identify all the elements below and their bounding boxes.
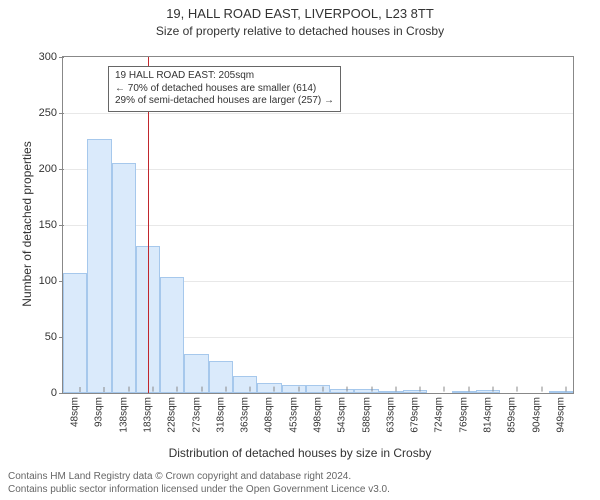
y-tick-label: 300 (39, 51, 63, 63)
histogram-bar (160, 277, 184, 393)
x-tick-label: 859sqm (507, 393, 518, 433)
y-tick-label: 50 (45, 331, 63, 343)
callout-line-2: ← 70% of detached houses are smaller (61… (115, 83, 334, 96)
page-subtitle: Size of property relative to detached ho… (0, 24, 600, 38)
x-tick-label: 543sqm (337, 393, 348, 433)
y-tick-label: 0 (51, 387, 63, 399)
x-tick-label: 724sqm (434, 393, 445, 433)
page-title: 19, HALL ROAD EAST, LIVERPOOL, L23 8TT (0, 6, 600, 21)
histogram-bar (87, 139, 111, 393)
x-tick-label: 183sqm (143, 393, 154, 433)
x-tick-label: 498sqm (313, 393, 324, 433)
callout-line-1: 19 HALL ROAD EAST: 205sqm (115, 70, 334, 83)
x-tick-label: 318sqm (215, 393, 226, 433)
x-axis-label: Distribution of detached houses by size … (0, 446, 600, 460)
x-tick-label: 408sqm (264, 393, 275, 433)
footer-line-1: Contains HM Land Registry data © Crown c… (8, 471, 390, 484)
x-tick-label: 814sqm (483, 393, 494, 433)
histogram-bar (112, 163, 136, 393)
x-tick-label: 93sqm (94, 393, 105, 427)
x-tick-label: 138sqm (118, 393, 129, 433)
x-tick-label: 904sqm (531, 393, 542, 433)
x-tick-label: 228sqm (167, 393, 178, 433)
footer-attribution: Contains HM Land Registry data © Crown c… (8, 471, 390, 496)
y-tick-label: 250 (39, 107, 63, 119)
histogram-bar (282, 385, 306, 393)
histogram-bar (184, 354, 208, 393)
footer-line-2: Contains public sector information licen… (8, 484, 390, 497)
x-tick-label: 48sqm (70, 393, 81, 427)
x-tick-label: 588sqm (361, 393, 372, 433)
x-tick-label: 273sqm (191, 393, 202, 433)
callout-line-3: 29% of semi-detached houses are larger (… (115, 95, 334, 108)
y-tick-label: 100 (39, 275, 63, 287)
x-tick-label: 453sqm (288, 393, 299, 433)
histogram-bar (209, 361, 233, 393)
marker-callout: 19 HALL ROAD EAST: 205sqm ← 70% of detac… (108, 66, 341, 112)
y-tick-label: 150 (39, 219, 63, 231)
histogram-bar (63, 273, 87, 393)
gridline (63, 225, 573, 226)
x-tick-label: 769sqm (458, 393, 469, 433)
y-axis-label: Number of detached properties (20, 141, 34, 306)
histogram-bar (233, 376, 257, 393)
x-tick-label: 363sqm (240, 393, 251, 433)
y-tick-label: 200 (39, 163, 63, 175)
histogram-bar (306, 385, 330, 393)
gridline (63, 113, 573, 114)
x-tick-label: 633sqm (385, 393, 396, 433)
x-tick-label: 679sqm (410, 393, 421, 433)
x-tick-label: 949sqm (555, 393, 566, 433)
histogram-bar (257, 383, 281, 393)
gridline (63, 169, 573, 170)
